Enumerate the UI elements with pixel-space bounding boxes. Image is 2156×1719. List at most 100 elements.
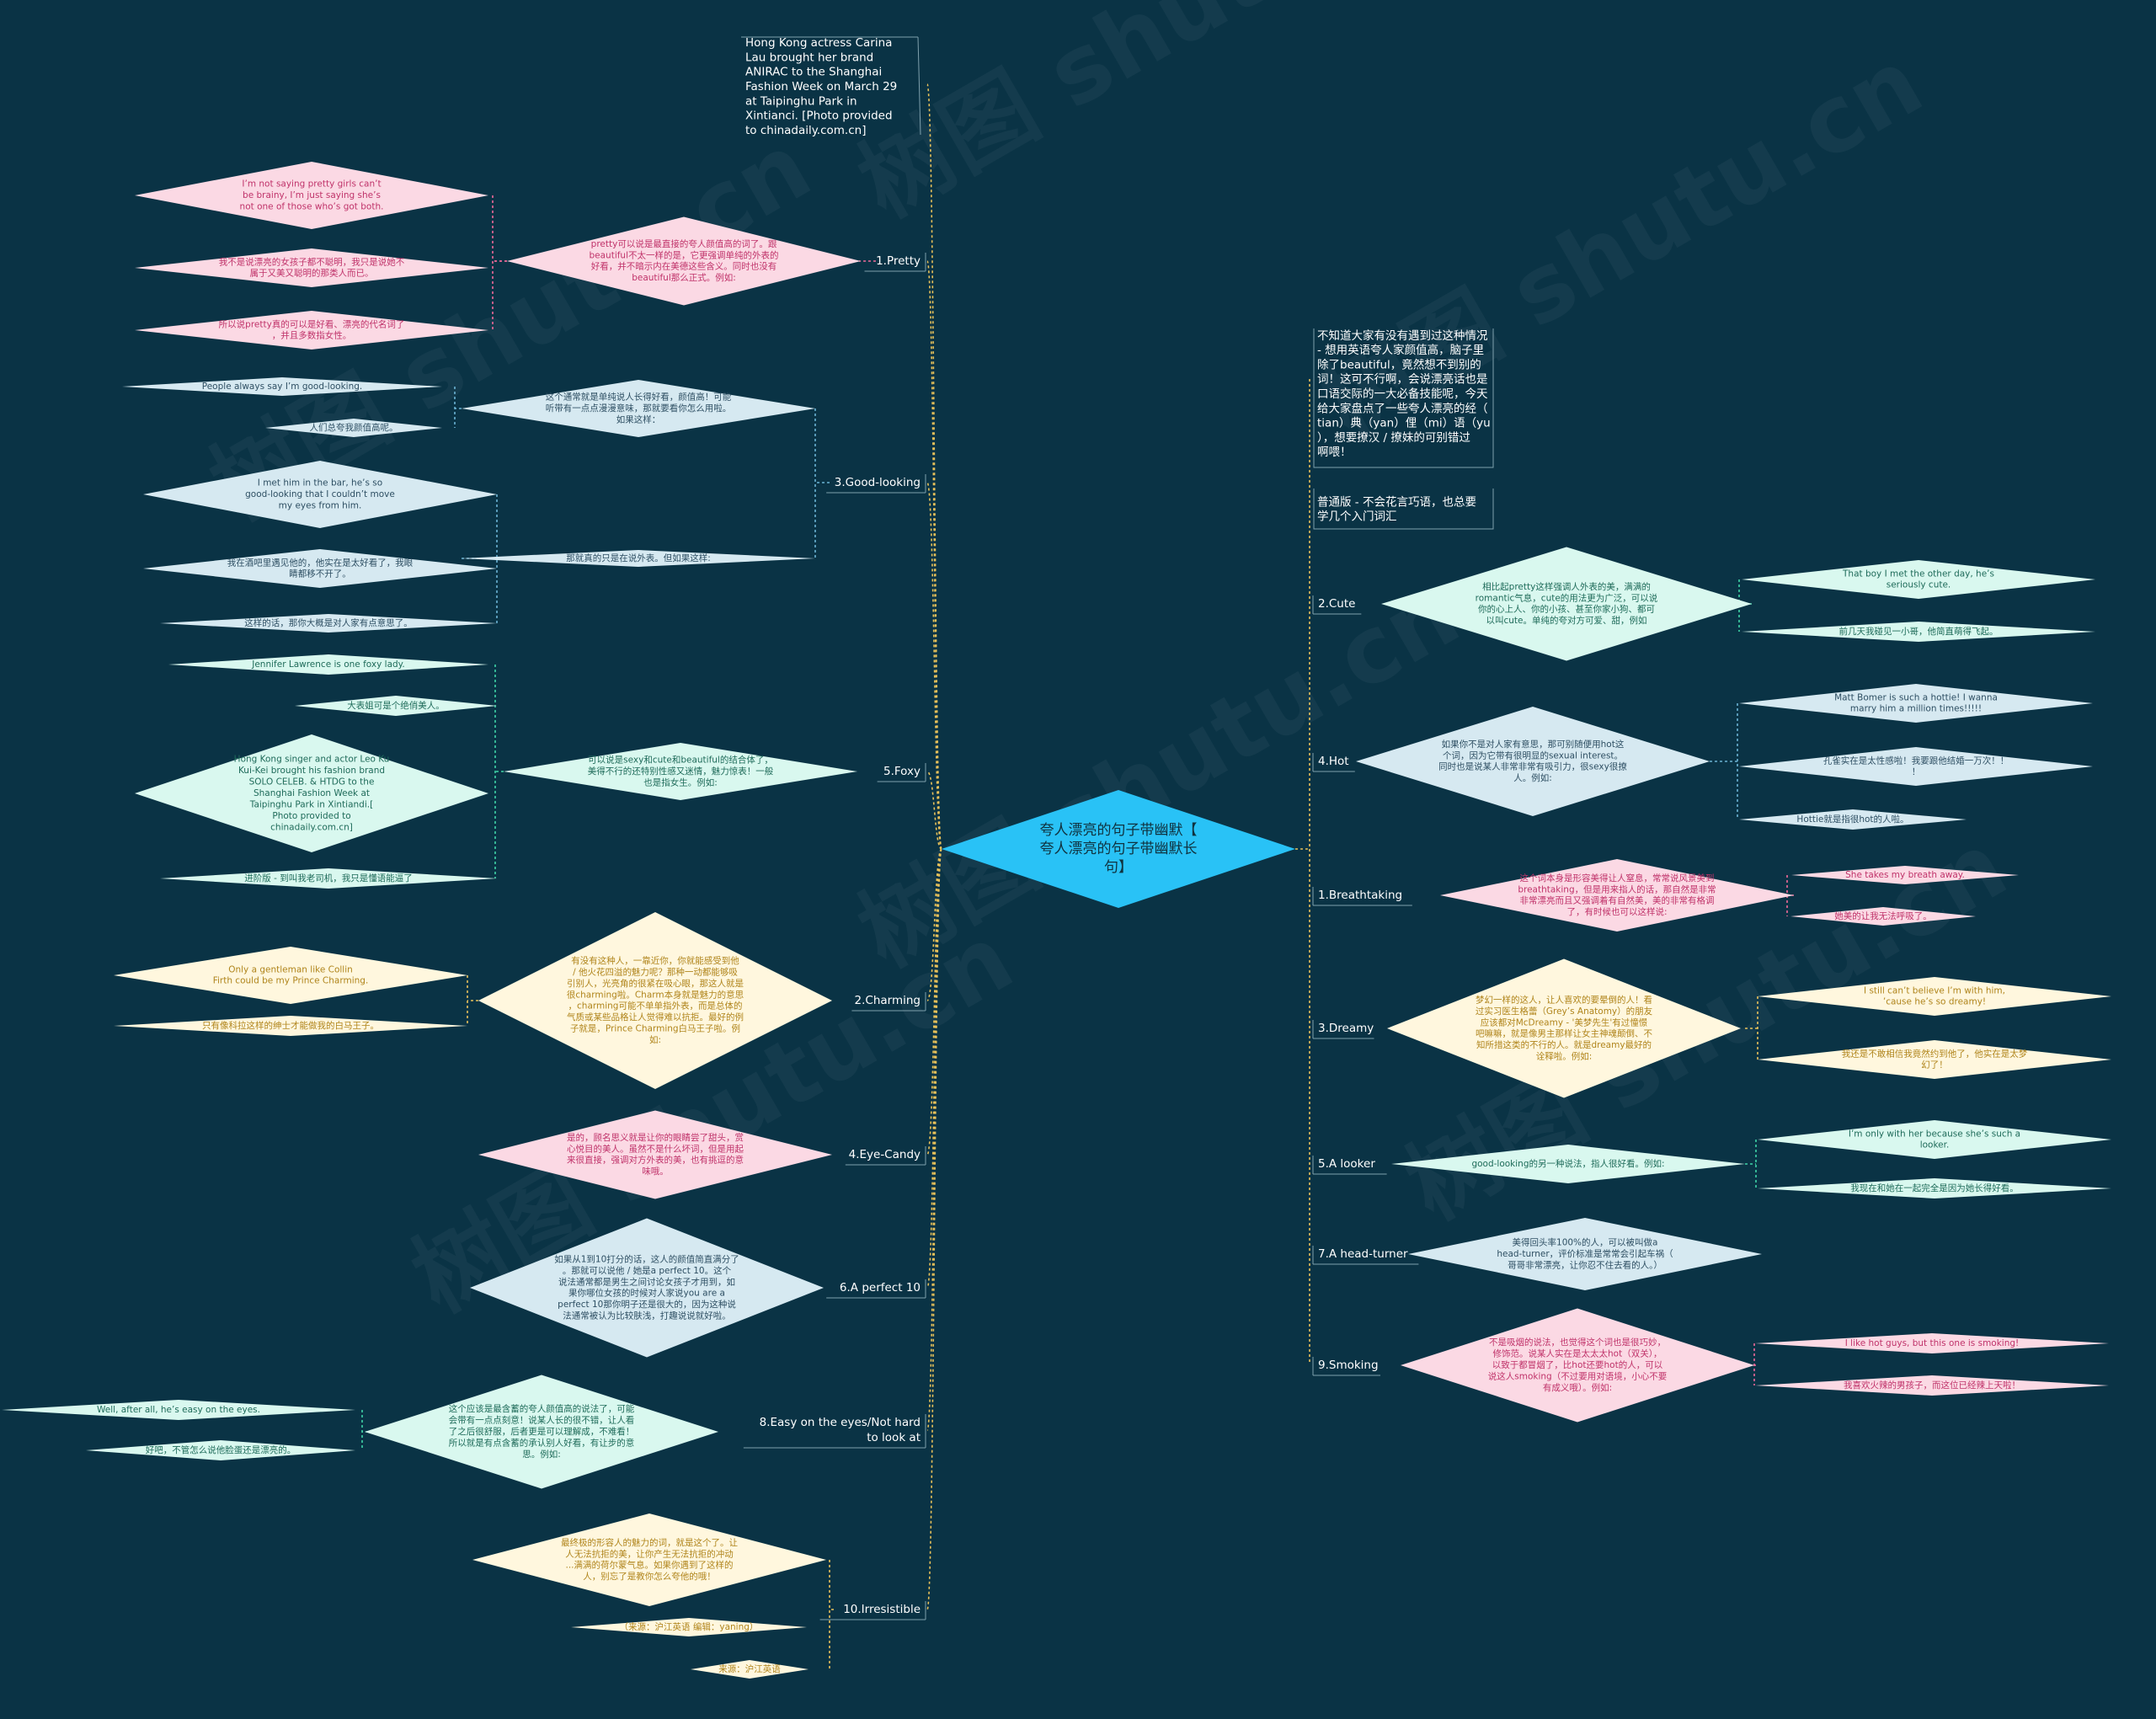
good-looking-desc2[interactable]: 那就真的只是在说外表。但如果这样:	[462, 550, 815, 567]
topic-cute[interactable]: 2.Cute	[1312, 595, 1362, 615]
looker-example-en[interactable]: I’m only with her because she’s such a lo…	[1758, 1120, 2111, 1159]
topic-pretty[interactable]: 1.Pretty	[864, 253, 926, 272]
left-branch-line	[926, 482, 942, 850]
hot-example-cn-shape	[1739, 747, 2093, 786]
irresistible-desc-shape	[472, 1513, 826, 1606]
hot-example-cn[interactable]: 孔雀实在是太性感啦！我要跟他结婚一万次！！！	[1739, 747, 2093, 786]
breathtaking-example-en[interactable]: She takes my breath away.	[1791, 866, 2019, 884]
cute-example-cn-shape	[1742, 622, 2095, 642]
note-carina-lau-text: Hong Kong actress Carina Lau brought her …	[745, 36, 897, 137]
topic-easy-on-the-eyes-label: 8.Easy on the eyes/Not hard to look at	[760, 1416, 921, 1444]
easy-example-cn-shape	[86, 1440, 355, 1460]
foxy-example-note[interactable]: 进阶版 - 到叫我老司机，我只是懂语能逼了	[160, 868, 497, 889]
smoking-example-en-text: I like hot guys, but this one is smoking…	[1845, 1338, 2020, 1348]
topic-a-looker[interactable]: 5.A looker	[1312, 1156, 1387, 1175]
breathtaking-desc[interactable]: 这个词本身是形容美得让人窒息，常常说风景美到 breathtaking，但是用来指…	[1440, 859, 1794, 932]
smoking-example-en[interactable]: I like hot guys, but this one is smoking…	[1755, 1333, 2109, 1353]
easy-desc[interactable]: 这个应该是最含蓄的夸人颜值高的说法了，可能会带有一点点刻意！说某人长的很不错，让…	[365, 1375, 718, 1489]
good-looking-desc1-shape	[462, 380, 815, 437]
topic-eye-candy[interactable]: 4.Eye-Candy	[845, 1146, 926, 1166]
foxy-desc-text: 可以说是sexy和cute和beautiful的结合体了，美得不行的还特别性感又…	[588, 755, 774, 788]
looker-bracket	[1745, 1140, 1757, 1188]
hot-example-note[interactable]: Hottie就是指很hot的人啦。	[1739, 809, 1967, 830]
topic-good-looking[interactable]: 3.Good-looking	[826, 474, 926, 494]
charming-desc-shape	[478, 912, 832, 1089]
pretty-desc[interactable]: pretty可以说是最直接的夸人颜值高的词了。跟 beautiful不太一样的是，…	[507, 216, 861, 306]
breathtaking-example-en-text: She takes my breath away.	[1845, 870, 1965, 880]
smoking-example-cn[interactable]: 我喜欢火辣的男孩子，而这位已经辣上天啦！	[1755, 1375, 2109, 1396]
dreamy-example-en[interactable]: I still can’t believe I’m with him,’caus…	[1758, 977, 2111, 1016]
perfect10-desc[interactable]: 如果从1到10打分的话，这人的颜值简直满分了。那就可以说他 / 她是a perf…	[470, 1218, 824, 1358]
topic-dreamy[interactable]: 3.Dreamy	[1312, 1020, 1374, 1039]
note-basic-text: 普通版 - 不会花言巧语，也总要学几个入门词汇	[1317, 495, 1476, 523]
good-looking-desc1-text: 这个通常就是单纯说人长得好看，颜值高！可能听带有一点点漫漫意味，那就要看你怎么用…	[546, 392, 732, 425]
topic-charming[interactable]: 2.Charming	[851, 992, 926, 1012]
root-node[interactable]: 夸人漂亮的句子带幽默【夸人漂亮的句子带幽默长句】	[942, 790, 1295, 908]
looker-example-en-text: I’m only with her because she’s such a lo…	[1849, 1129, 2020, 1150]
looker-example-en-shape	[1758, 1120, 2111, 1159]
foxy-example-en[interactable]: Jennifer Lawrence is one foxy lady.	[168, 654, 488, 675]
good-looking-bracket	[814, 408, 830, 558]
eye-candy-desc[interactable]: 是的，顾名思义就是让你的眼睛尝了甜头，赏心悦目的美人。虽然不是什么坏词，但是用起…	[478, 1110, 832, 1199]
cute-example-en[interactable]: That boy I met the other day, he’s seriou…	[1742, 560, 2095, 599]
dreamy-example-cn[interactable]: 我还是不敢相信我竟然约到他了，他实在是太梦幻了！	[1758, 1040, 2111, 1079]
cute-desc[interactable]: 相比起pretty这样强调人外表的美，满满的 romantic气息，cute的用法…	[1381, 547, 1752, 661]
smoking-example-en-shape	[1755, 1333, 2109, 1353]
foxy-example-photo[interactable]: Hong Kong singer and actor Leo Ku Kui-Kei…	[135, 734, 488, 852]
foxy-example-cn[interactable]: 大表姐可是个绝俏美人。	[295, 696, 497, 716]
topic-foxy[interactable]: 5.Foxy	[877, 763, 926, 782]
gl-example-cn1-text: 人们总夸我颜值高呢。	[310, 422, 398, 433]
pretty-example-note[interactable]: 所以说pretty真的可以是好看、漂亮的代名词了，并且多数指女性。	[135, 311, 488, 350]
topic-smoking-frame	[1312, 1357, 1381, 1376]
gl-example-note2-shape	[160, 614, 497, 633]
topic-easy-on-the-eyes[interactable]: 8.Easy on the eyes/Not hard to look at	[743, 1414, 926, 1449]
smoking-desc[interactable]: 不是吸烟的说法，也觉得这个词也是很巧妙，修饰范。说某人实在是太太太hot（双关）…	[1401, 1308, 1754, 1423]
gl-example-cn1[interactable]: 人们总夸我颜值高呢。	[265, 419, 442, 437]
dreamy-desc[interactable]: 梦幻一样的这人，让人喜欢的要晕倒的人！看过实习医生格蕾（Grey’s Anato…	[1387, 958, 1741, 1098]
hot-desc[interactable]: 如果你不是对人家有意思，那可别随便用hot这个词，因为它带有很明显的sexual…	[1356, 707, 1710, 816]
topic-a-head-turner-label: 7.A head-turner	[1318, 1247, 1408, 1261]
gl-example-note2[interactable]: 这样的话，那你大概是对人家有点意思了。	[160, 614, 497, 633]
foxy-example-note-text: 进阶版 - 到叫我老司机，我只是懂语能逼了	[244, 873, 412, 884]
pretty-example-en[interactable]: I’m not saying pretty girls can’t be brai…	[135, 162, 488, 229]
foxy-desc[interactable]: 可以说是sexy和cute和beautiful的结合体了，美得不行的还特别性感又…	[504, 743, 857, 800]
easy-example-cn[interactable]: 好吧，不管怎么说他脸蛋还是漂亮的。	[86, 1440, 355, 1460]
charming-example-en[interactable]: Only a gentleman like Collin Firth could …	[114, 947, 467, 1004]
gl-example-cn2[interactable]: 我在酒吧里遇见他的，他实在是太好看了，我眼睛都移不开了。	[143, 549, 497, 588]
irresistible-desc[interactable]: 最终极的形容人的魅力的词，就是这个了。让人无法抗拒的美，让你产生无法抗拒的冲动.…	[472, 1513, 826, 1606]
charming-desc[interactable]: 有没有这种人，一靠近你，你就能感受到他/ 他火花四溢的魅力呢？那种一动都能够吸引…	[478, 912, 832, 1089]
hot-example-cn-text: 孔雀实在是太性感啦！我要跟他结婚一万次！！！	[1823, 755, 2009, 777]
looker-desc[interactable]: good-looking的另一种说法，指人很好看。例如:	[1391, 1145, 1745, 1183]
charming-example-cn-text: 只有像科拉这样的绅士才能做我的白马王子。	[202, 1020, 379, 1031]
topic-smoking[interactable]: 9.Smoking	[1312, 1357, 1381, 1376]
gl-example-en2-shape	[143, 461, 497, 528]
cute-example-cn[interactable]: 前几天我碰见一小哥，他简直萌得飞起。	[1742, 622, 2095, 642]
looker-example-cn-shape	[1758, 1178, 2111, 1198]
hot-example-en-shape	[1739, 684, 2093, 723]
irresistible-source1[interactable]: （来源：沪江英语 编辑：yaning）	[571, 1618, 807, 1636]
gl-example-en1[interactable]: People always say I’m good-looking.	[122, 377, 442, 396]
topic-irresistible[interactable]: 10.Irresistible	[819, 1601, 926, 1620]
breathtaking-example-cn[interactable]: 她美的让我无法呼吸了。	[1790, 907, 1976, 926]
cute-example-en-text: That boy I met the other day, he’s seriou…	[1842, 569, 1994, 590]
topic-hot[interactable]: 4.Hot	[1312, 753, 1355, 772]
hot-example-en[interactable]: Matt Bomer is such a hottie! I wanna marr…	[1739, 684, 2093, 723]
looker-example-cn[interactable]: 我现在和她在一起完全是因为她长得好看。	[1758, 1178, 2111, 1198]
eye-candy-desc-text: 是的，顾名思义就是让你的眼睛尝了甜头，赏心悦目的美人。虽然不是什么坏词，但是用起…	[567, 1132, 744, 1177]
good-looking-desc2-text: 那就真的只是在说外表。但如果这样:	[566, 553, 711, 563]
easy-example-en[interactable]: Well, after all, he’s easy on the eyes.	[2, 1400, 355, 1420]
charming-example-cn[interactable]: 只有像科拉这样的绅士才能做我的白马王子。	[114, 1016, 467, 1036]
gl-example-en2[interactable]: I met him in the bar, he’s so good-lookin…	[143, 461, 497, 528]
topic-a-perfect-10[interactable]: 6.A perfect 10	[826, 1279, 926, 1299]
topic-breathtaking[interactable]: 1.Breathtaking	[1312, 887, 1412, 906]
perfect10-desc-text: 如果从1到10打分的话，这人的颜值简直满分了。那就可以说他 / 她是a perf…	[554, 1253, 739, 1321]
head-turner-desc[interactable]: 美得回头率100%的人，可以被叫做a head-turner，评价标准是常常会引起…	[1408, 1218, 1762, 1290]
irresistible-source2[interactable]: 来源：沪江英语	[691, 1660, 808, 1679]
pretty-example-cn[interactable]: 我不是说漂亮的女孩子都不聪明，我只是说她不属于又美又聪明的那类人而已。	[135, 248, 488, 287]
note-intro-text: 不知道大家有没有遇到过这种情况- 想用英语夸人家颜值高，脑子里除了beautif…	[1317, 328, 1491, 459]
breathtaking-desc-shape	[1440, 859, 1794, 932]
topic-a-head-turner[interactable]: 7.A head-turner	[1312, 1246, 1419, 1265]
good-looking-desc1[interactable]: 这个通常就是单纯说人长得好看，颜值高！可能听带有一点点漫漫意味，那就要看你怎么用…	[462, 380, 815, 437]
note-frame	[741, 36, 921, 136]
